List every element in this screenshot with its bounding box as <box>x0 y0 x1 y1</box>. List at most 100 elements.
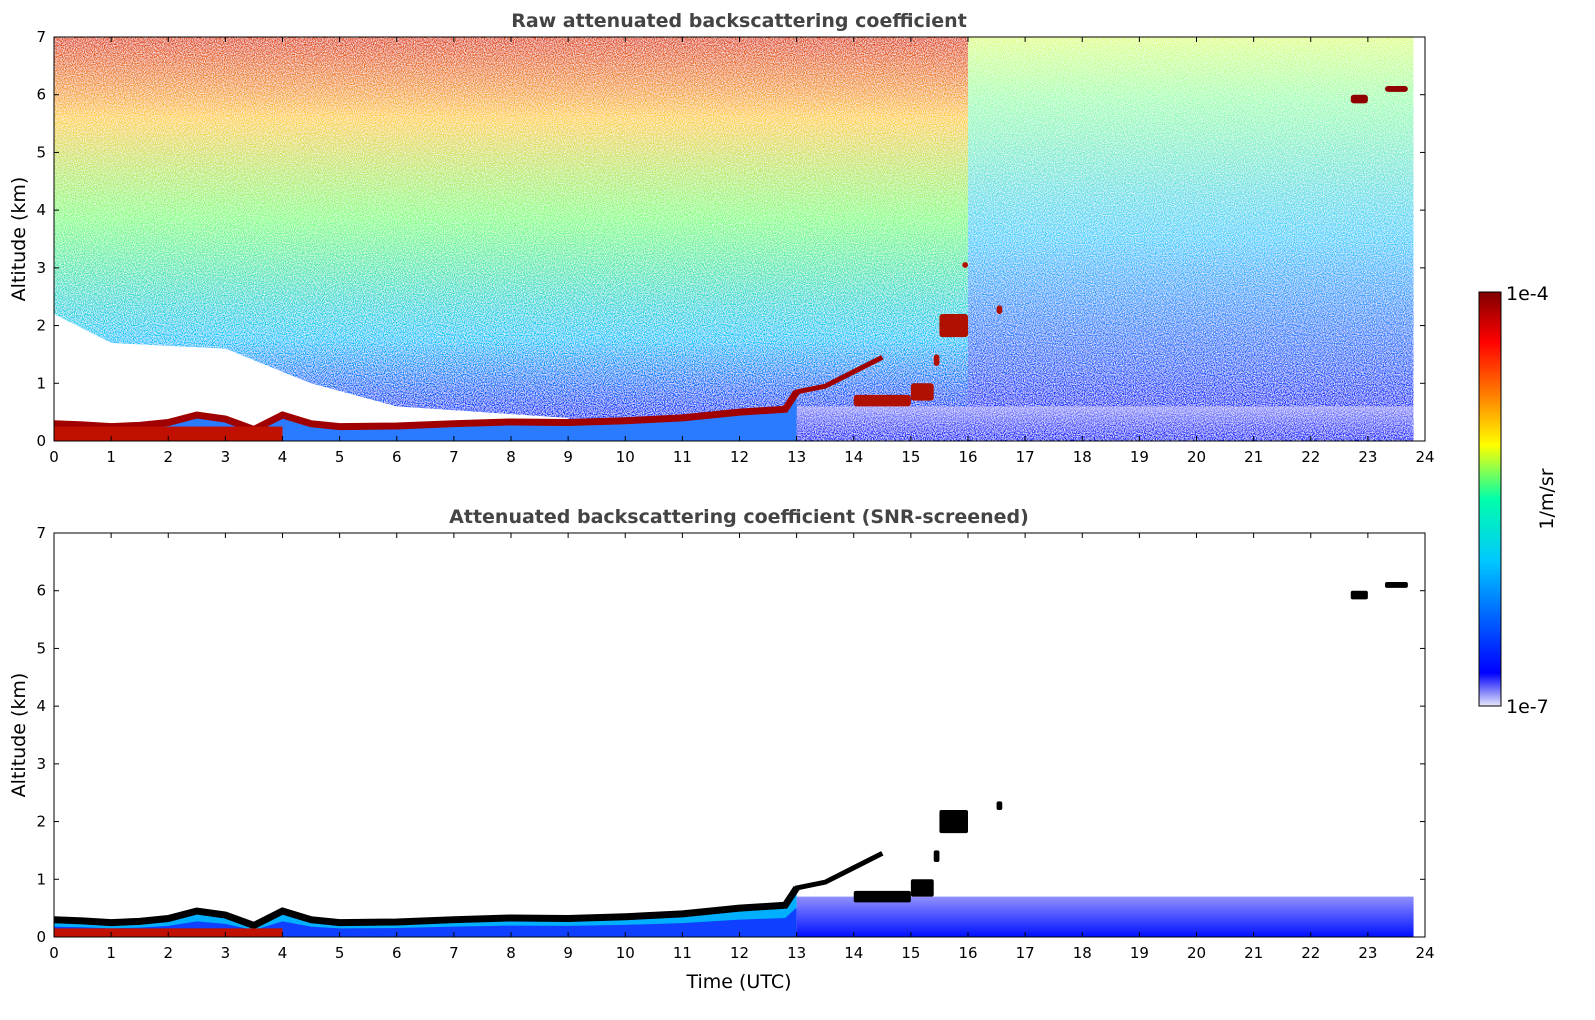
aerosol-patch <box>996 305 1003 315</box>
y-tick-label: 1 <box>36 870 46 888</box>
panel-raw-title: Raw attenuated backscattering coefficien… <box>511 10 967 32</box>
sky-signal-late <box>968 37 1414 441</box>
x-tick-label: 6 <box>392 944 402 962</box>
screened-cloud-patch <box>996 801 1003 811</box>
x-tick-label: 1 <box>106 944 116 962</box>
x-tick-label: 24 <box>1415 944 1434 962</box>
no-data-region <box>1413 37 1425 441</box>
screened-cloud-patch <box>910 879 934 897</box>
screened-features <box>54 582 1414 937</box>
x-tick-label: 18 <box>1073 448 1092 466</box>
x-tick-label: 6 <box>392 448 402 466</box>
aerosol-patch <box>962 262 968 268</box>
y-tick-label: 7 <box>36 28 46 46</box>
screened-cloud-patch <box>853 890 911 903</box>
x-tick-label: 0 <box>49 448 59 466</box>
panel-raw: Raw attenuated backscattering coefficien… <box>8 10 1435 466</box>
x-tick-label: 17 <box>1016 448 1035 466</box>
x-tick-label: 17 <box>1016 944 1035 962</box>
x-tick-label: 11 <box>673 944 692 962</box>
colorbar-min-label: 1e-7 <box>1506 696 1549 718</box>
x-tick-label: 22 <box>1301 448 1320 466</box>
x-tick-label: 12 <box>730 448 749 466</box>
screened-cloud-patch <box>933 850 940 862</box>
boundary-layer-top <box>54 390 800 434</box>
x-tick-label: 5 <box>335 448 345 466</box>
x-tick-label: 15 <box>901 448 920 466</box>
x-tick-label: 19 <box>1130 448 1149 466</box>
x-tick-label: 16 <box>958 448 977 466</box>
y-tick-label: 2 <box>36 317 46 335</box>
x-tick-label: 23 <box>1358 944 1377 962</box>
x-tick-label: 22 <box>1301 944 1320 962</box>
x-tick-label: 9 <box>563 944 573 962</box>
aerosol-patch <box>853 394 911 407</box>
x-tick-label: 11 <box>673 448 692 466</box>
near-surface-blue <box>796 406 1414 441</box>
low-signal-gap <box>54 314 569 441</box>
colorbar-gradient <box>1478 291 1502 707</box>
x-tick-label: 8 <box>506 944 516 962</box>
x-tick-label: 10 <box>616 944 635 962</box>
aerosol-patch <box>910 383 934 401</box>
panel-raw-ylabel: Altitude (km) <box>8 177 30 302</box>
colorbar: 1e-4 1e-7 1/m/sr <box>1478 283 1558 718</box>
cloud-patch <box>1385 86 1408 92</box>
y-tick-label: 7 <box>36 524 46 542</box>
y-tick-label: 4 <box>36 201 46 219</box>
x-tick-label: 3 <box>221 448 231 466</box>
raw-features <box>54 37 1425 441</box>
y-tick-label: 0 <box>36 432 46 450</box>
x-tick-label: 8 <box>506 448 516 466</box>
x-tick-label: 4 <box>278 944 288 962</box>
x-tick-label: 23 <box>1358 448 1377 466</box>
screened-layer-top <box>54 886 800 930</box>
x-tick-label: 21 <box>1244 448 1263 466</box>
colorbar-label: 1/m/sr <box>1536 468 1558 529</box>
y-tick-label: 6 <box>36 582 46 600</box>
panel-screened-xlabel: Time (UTC) <box>685 971 791 993</box>
screened-cloud-patch <box>1350 590 1368 600</box>
y-tick-label: 2 <box>36 813 46 831</box>
panel-screened: Attenuated backscattering coefficient (S… <box>8 506 1435 993</box>
aerosol-patch <box>933 354 940 366</box>
x-tick-label: 5 <box>335 944 345 962</box>
screened-rising-layer <box>783 851 884 907</box>
x-tick-label: 13 <box>787 448 806 466</box>
x-tick-label: 1 <box>106 448 116 466</box>
colorbar-max-label: 1e-4 <box>1506 283 1549 305</box>
x-tick-label: 3 <box>221 944 231 962</box>
cloud-patch <box>1350 94 1368 104</box>
x-tick-label: 4 <box>278 448 288 466</box>
x-tick-label: 20 <box>1187 944 1206 962</box>
x-tick-label: 2 <box>163 448 173 466</box>
x-tick-label: 20 <box>1187 448 1206 466</box>
x-tick-label: 13 <box>787 944 806 962</box>
y-tick-label: 3 <box>36 259 46 277</box>
y-tick-label: 1 <box>36 374 46 392</box>
panel-screened-ylabel: Altitude (km) <box>8 673 30 798</box>
y-tick-label: 4 <box>36 697 46 715</box>
y-tick-label: 5 <box>36 143 46 161</box>
x-tick-label: 10 <box>616 448 635 466</box>
raw-backscatter-field <box>54 37 1414 441</box>
panel-screened-axes: 0 1 2 3 4 5 6 7 8 9 10 11 12 13 14 15 16 17 18 19 20 21 22 23 24… <box>36 524 1434 962</box>
y-tick-label: 5 <box>36 639 46 657</box>
panel-screened-title: Attenuated backscattering coefficient (S… <box>449 506 1029 528</box>
x-tick-label: 9 <box>563 448 573 466</box>
screened-cloud-patch <box>1385 582 1408 588</box>
x-tick-label: 7 <box>449 944 459 962</box>
aerosol-patch <box>939 314 968 338</box>
y-tick-label: 3 <box>36 755 46 773</box>
x-tick-label: 19 <box>1130 944 1149 962</box>
screened-near-surface <box>796 896 1414 937</box>
panel-screened-plot-area <box>54 582 1414 937</box>
panel-raw-axes: 0 1 2 3 4 5 6 7 8 9 10 11 12 13 14 15 16 17 18 19 20 21 22 23 24… <box>36 28 1434 466</box>
panel-screened-frame <box>53 532 1426 938</box>
x-tick-label: 24 <box>1415 448 1434 466</box>
screened-layer-fill <box>54 885 797 937</box>
y-tick-label: 6 <box>36 86 46 104</box>
x-tick-label: 0 <box>49 944 59 962</box>
x-tick-label: 14 <box>844 448 863 466</box>
